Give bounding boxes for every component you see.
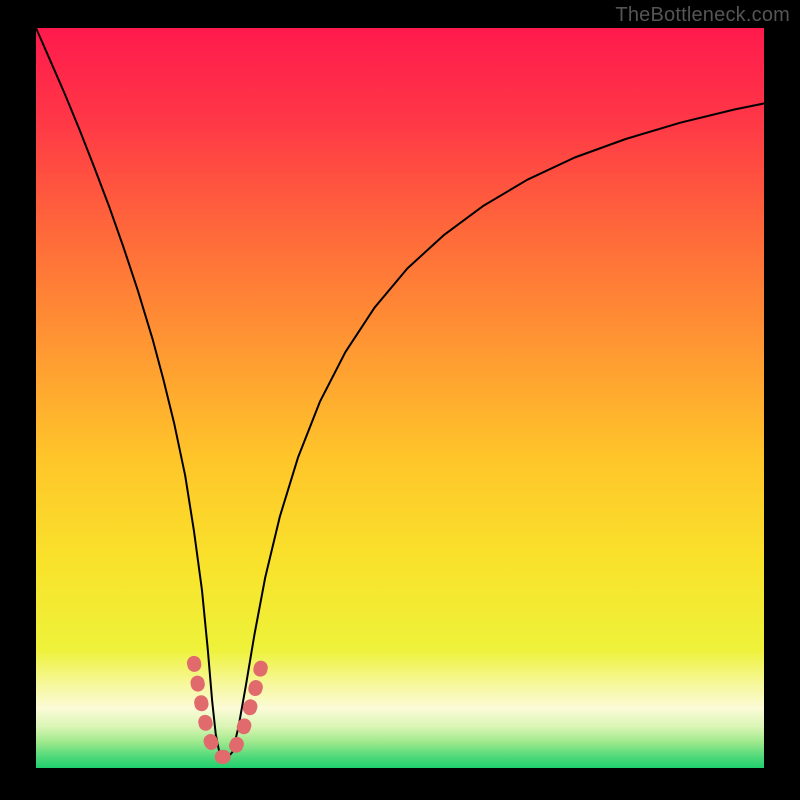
- figure-root: TheBottleneck.com: [0, 0, 800, 800]
- watermark-text: TheBottleneck.com: [615, 4, 790, 27]
- chart-svg: [0, 0, 800, 800]
- gradient-plot-area: [36, 28, 764, 768]
